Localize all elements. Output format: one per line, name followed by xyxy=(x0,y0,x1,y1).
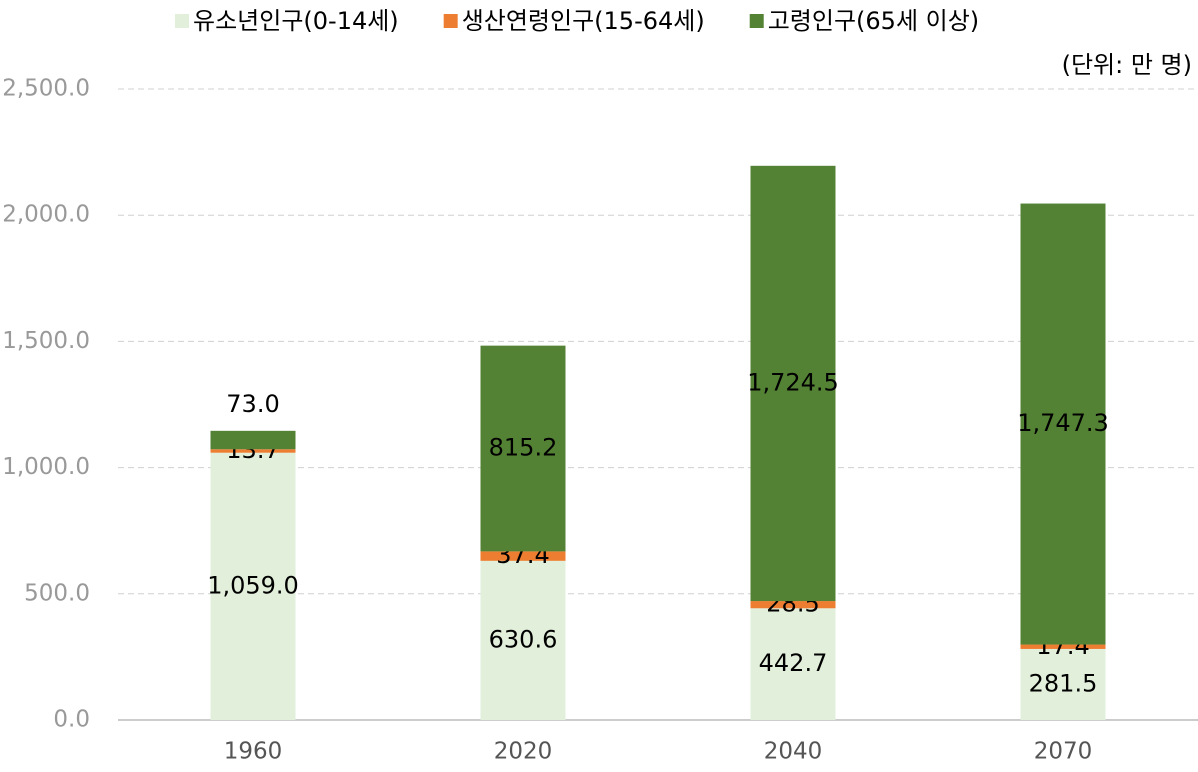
data-label: 73.0 xyxy=(226,390,279,418)
bar-segment xyxy=(1020,644,1106,649)
bar-segment xyxy=(750,608,836,720)
y-tick-label: 500.0 xyxy=(24,580,90,606)
data-label: 1,747.3 xyxy=(1017,409,1109,437)
bar-segment xyxy=(480,551,566,561)
data-label: 815.2 xyxy=(489,434,558,462)
y-tick-label: 2,000.0 xyxy=(2,202,90,228)
legend-label: 고령인구(65세 이상) xyxy=(768,7,979,35)
bar-segment xyxy=(210,449,296,453)
bar-segment xyxy=(480,560,566,720)
legend-swatch xyxy=(175,14,189,28)
x-tick-label: 2070 xyxy=(1034,739,1093,765)
y-tick-label: 0.0 xyxy=(53,707,90,733)
unit-label: (단위: 만 명) xyxy=(1062,51,1192,79)
legend-swatch xyxy=(749,14,764,28)
y-tick-label: 1,000.0 xyxy=(2,454,90,480)
data-label: 630.6 xyxy=(489,625,558,653)
bar-segment xyxy=(210,430,296,450)
legend-label: 생산연령인구(15-64세) xyxy=(462,7,705,35)
x-tick-label: 2020 xyxy=(494,739,553,765)
bar-segment xyxy=(480,345,566,552)
x-tick-label: 1960 xyxy=(224,739,283,765)
data-label: 281.5 xyxy=(1029,669,1098,697)
x-tick-label: 2040 xyxy=(764,739,823,765)
bar-segment xyxy=(210,452,296,720)
y-tick-label: 2,500.0 xyxy=(2,76,90,102)
data-label: 1,059.0 xyxy=(207,571,299,599)
bar-segment xyxy=(1020,648,1106,720)
bar-segment xyxy=(750,601,836,609)
y-tick-label: 1,500.0 xyxy=(2,328,90,354)
data-label: 442.7 xyxy=(759,649,828,677)
legend-swatch xyxy=(443,14,458,28)
legend-label: 유소년인구(0-14세) xyxy=(193,7,399,35)
bar-segment xyxy=(1020,203,1106,645)
data-label: 1,724.5 xyxy=(747,368,839,396)
bar-segment xyxy=(750,165,836,602)
